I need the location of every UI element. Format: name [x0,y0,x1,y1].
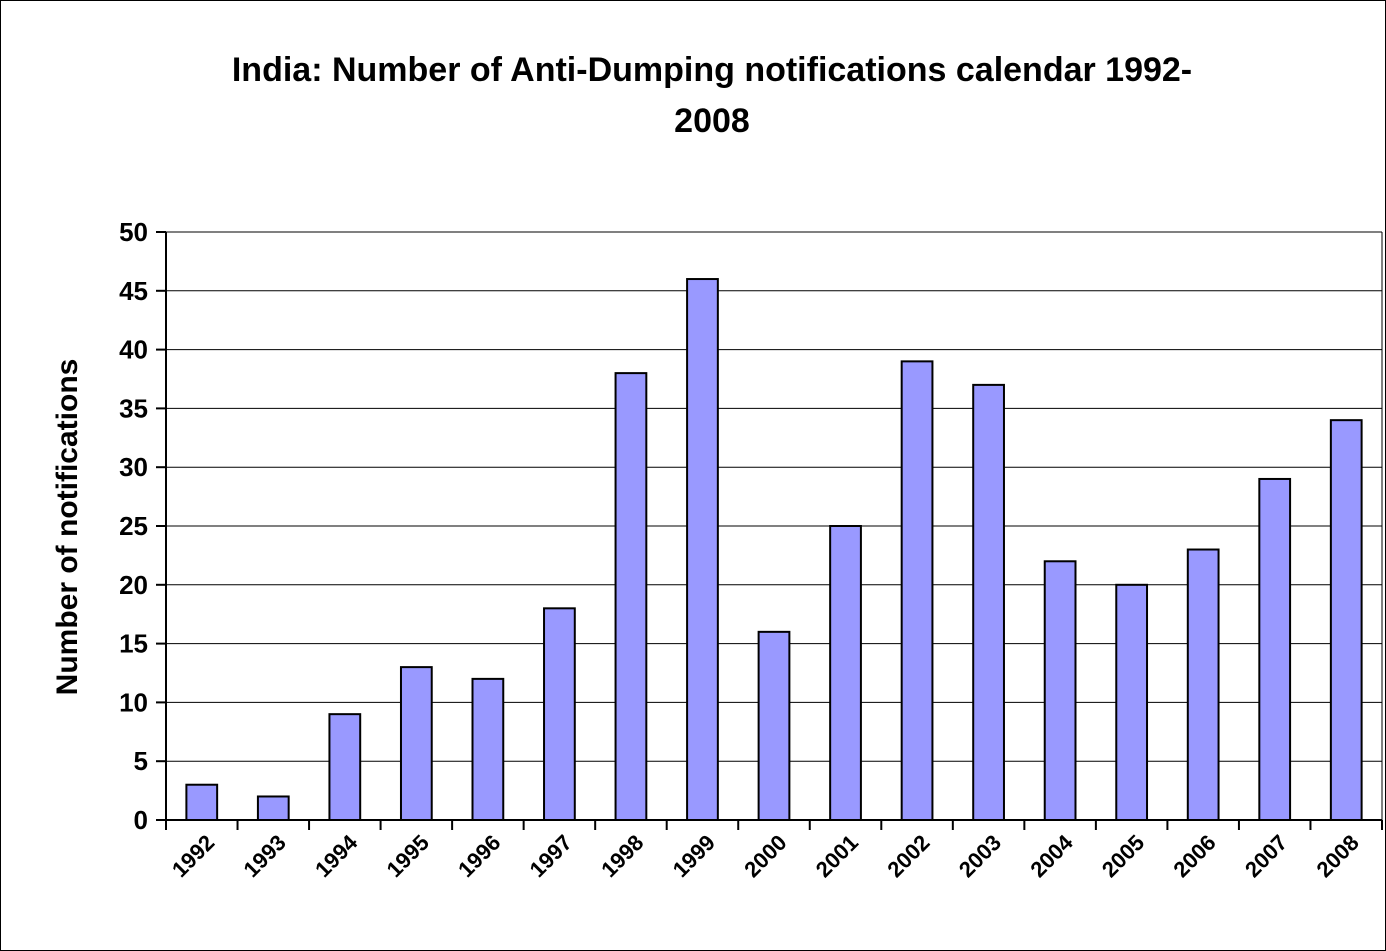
chart-title-line-1: India: Number of Anti-Dumping notificati… [232,51,1192,89]
bar-2003 [972,383,1005,821]
x-tick-label-1994: 1994 [310,829,363,882]
x-tick-label-2008: 2008 [1311,830,1363,882]
x-tick-label-1995: 1995 [382,830,434,882]
bar-1992 [185,783,219,821]
bar-2005 [1115,583,1149,821]
y-tick-label-10: 50 [119,217,148,247]
x-tick-label-2002: 2002 [882,830,934,882]
gridlines [166,231,1383,820]
x-tick-label-1997: 1997 [525,830,577,882]
x-tick-label-2001: 2001 [811,830,863,882]
bar-1997 [543,607,576,821]
chart-title-line-2: 2008 [674,102,750,140]
x-tick-label-2000: 2000 [739,830,791,882]
bar-1993 [256,795,290,821]
y-tick-label-6: 30 [119,452,148,482]
x-tick-label-2006: 2006 [1168,830,1220,882]
bar-1996 [471,677,505,821]
x-tick-label-1996: 1996 [453,830,505,882]
y-tick-label-4: 20 [119,570,148,600]
bar-1998 [614,372,648,821]
bar-2008 [1329,419,1363,821]
x-tick-label-2005: 2005 [1097,830,1149,882]
bar-1999 [686,278,719,822]
bar-2007 [1258,477,1292,821]
bar-2006 [1186,548,1220,822]
axes [156,231,1383,830]
x-tick-label-1992: 1992 [167,830,219,882]
y-tick-label-3: 15 [119,629,148,659]
x-tick-label-2004: 2004 [1025,829,1078,882]
y-tick-label-9: 45 [119,276,148,306]
bar-2002 [900,360,934,821]
x-tick-labels: 1992 1993 1994 1995 1996 1997 1998 1999 2000 2001… [167,829,1364,882]
y-tick-labels: 0 5 10 15 20 25 30 35 40 45 50 [119,217,148,835]
bar-2001 [829,525,862,821]
x-tick-label-1998: 1998 [596,830,648,882]
bar-2004 [1043,560,1077,822]
y-tick-label-2: 10 [119,687,148,717]
y-tick-label-5: 25 [119,511,148,541]
bar-1995 [399,666,433,821]
y-tick-label-1: 5 [134,746,148,776]
y-tick-label-8: 40 [119,335,148,365]
bar-2000 [757,630,791,822]
x-tick-label-2007: 2007 [1240,830,1292,882]
x-tick-label-1999: 1999 [668,830,720,882]
x-tick-label-1993: 1993 [239,830,291,882]
y-axis-label: Number of notifications [51,359,84,696]
bars [185,278,1363,822]
y-tick-label-7: 35 [119,393,148,423]
bar-1994 [328,713,362,821]
x-tick-label-2003: 2003 [954,830,1006,882]
y-tick-label-0: 0 [134,805,148,835]
